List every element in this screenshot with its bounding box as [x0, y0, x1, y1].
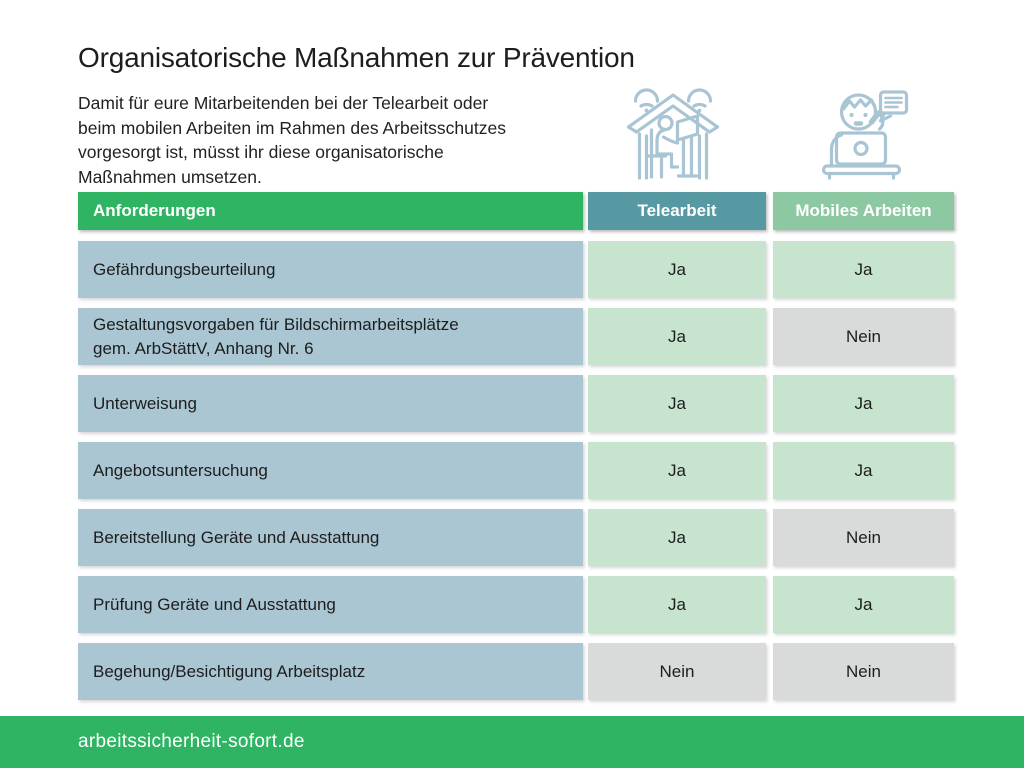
cell-mobiles-arbeiten: Ja	[773, 241, 954, 298]
table-body: Gefährdungsbeurteilung Ja Ja Gestaltungs…	[78, 241, 954, 700]
cell-telearbeit: Ja	[588, 442, 766, 499]
row-label: Begehung/Besichtigung Arbeitsplatz	[78, 643, 583, 700]
cell-telearbeit: Ja	[588, 308, 766, 365]
header-mobiles-arbeiten: Mobiles Arbeiten	[773, 192, 954, 230]
cell-mobiles-arbeiten: Ja	[773, 442, 954, 499]
intro-paragraph: Damit für eure Mitarbeitenden bei der Te…	[78, 93, 506, 187]
cell-mobiles-arbeiten: Ja	[773, 375, 954, 432]
cell-telearbeit: Ja	[588, 509, 766, 566]
cell-telearbeit: Ja	[588, 576, 766, 633]
row-label: Gefährdungsbeurteilung	[78, 241, 583, 298]
table-header: Anforderungen Telearbeit Mobiles Arbeite…	[78, 192, 954, 230]
header-anforderungen: Anforderungen	[78, 192, 583, 230]
table-row: Gestaltungsvorgaben für Bildschirmarbeit…	[78, 308, 954, 365]
cell-telearbeit: Ja	[588, 375, 766, 432]
footer-website: arbeitssicherheit-sofort.de	[78, 731, 305, 752]
cell-mobiles-arbeiten: Nein	[773, 509, 954, 566]
table-row: Begehung/Besichtigung Arbeitsplatz Nein …	[78, 643, 954, 700]
cell-mobiles-arbeiten: Ja	[773, 576, 954, 633]
cell-telearbeit: Ja	[588, 241, 766, 298]
table-row: Bereitstellung Geräte und Ausstattung Ja…	[78, 509, 954, 566]
table-row: Prüfung Geräte und Ausstattung Ja Ja	[78, 576, 954, 633]
table-row: Angebotsuntersuchung Ja Ja	[78, 442, 954, 499]
requirements-table: Anforderungen Telearbeit Mobiles Arbeite…	[78, 192, 954, 710]
row-label: Unterweisung	[78, 375, 583, 432]
table-row: Gefährdungsbeurteilung Ja Ja	[78, 241, 954, 298]
row-label: Gestaltungsvorgaben für Bildschirmarbeit…	[78, 308, 583, 365]
row-label: Angebotsuntersuchung	[78, 442, 583, 499]
cell-mobiles-arbeiten: Nein	[773, 643, 954, 700]
row-label: Bereitstellung Geräte und Ausstattung	[78, 509, 583, 566]
page-title: Organisatorische Maßnahmen zur Präventio…	[78, 42, 635, 73]
header-telearbeit: Telearbeit	[588, 192, 766, 230]
cell-mobiles-arbeiten: Nein	[773, 308, 954, 365]
table-row: Unterweisung Ja Ja	[78, 375, 954, 432]
row-label: Prüfung Geräte und Ausstattung	[78, 576, 583, 633]
home-office-telework-icon	[619, 80, 727, 185]
footer-bar: arbeitssicherheit-sofort.de	[0, 716, 1024, 768]
mobile-work-headset-laptop-icon	[809, 80, 917, 185]
cell-telearbeit: Nein	[588, 643, 766, 700]
